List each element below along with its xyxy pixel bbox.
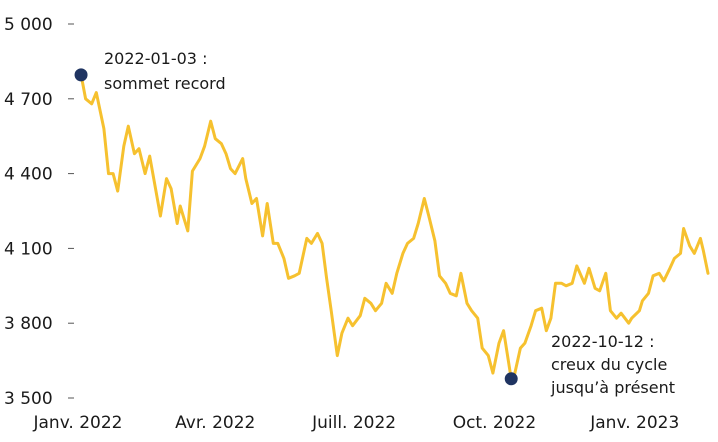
y-tick-label: 3 800 xyxy=(4,314,53,334)
series-line xyxy=(79,73,710,381)
cycle-low-marker xyxy=(504,372,518,386)
x-tick-label: Janv. 2023 xyxy=(589,413,679,433)
record-high-marker xyxy=(74,68,88,82)
annotation-cycle-low-line-2: creux du cycle xyxy=(551,355,667,374)
x-tick-label: Oct. 2022 xyxy=(453,413,536,433)
x-axis-ticks: Janv. 2022 Avr. 2022 Juill. 2022 Oct. 2022 J… xyxy=(32,413,679,433)
annotation-cycle-low: 2022-10-12 : creux du cycle jusqu’à prés… xyxy=(550,332,675,397)
x-tick-label: Juill. 2022 xyxy=(311,413,396,433)
annotation-cycle-low-line-1: 2022-10-12 : xyxy=(551,332,654,351)
annotation-record-high-line-1: 2022-01-03 : xyxy=(104,49,207,68)
x-tick-label: Avr. 2022 xyxy=(175,413,255,433)
y-tick-label: 3 500 xyxy=(4,389,53,409)
y-tick-label: 4 700 xyxy=(4,90,53,110)
markers xyxy=(74,68,518,386)
y-tick-label: 5 000 xyxy=(4,15,53,35)
y-tick-label: 4 100 xyxy=(4,239,53,259)
x-tick-label: Janv. 2022 xyxy=(32,413,122,433)
annotation-record-high: 2022-01-03 : sommet record xyxy=(104,49,226,93)
y-tick-label: 4 400 xyxy=(4,165,53,185)
annotation-cycle-low-line-3: jusqu’à présent xyxy=(550,378,675,397)
annotation-record-high-line-2: sommet record xyxy=(104,74,226,93)
y-axis-ticks: 3 500 3 800 4 100 4 400 4 700 5 000 xyxy=(4,15,74,409)
